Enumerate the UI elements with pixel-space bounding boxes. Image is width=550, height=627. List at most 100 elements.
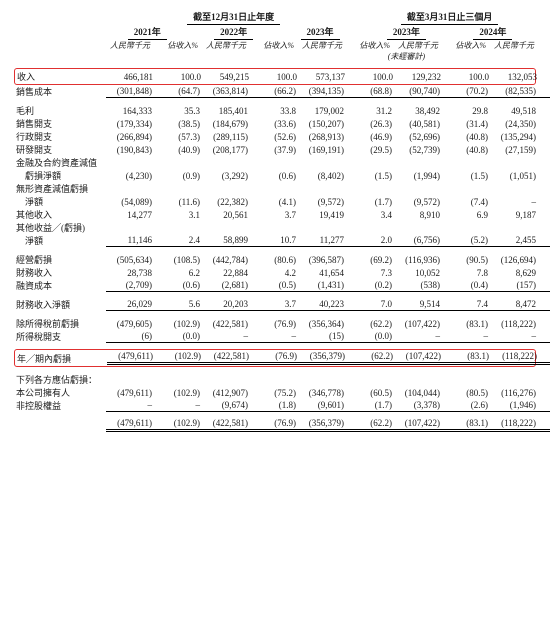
cell-4-1: (38.5) xyxy=(154,119,202,129)
cell-8-1: (0.9) xyxy=(154,171,202,181)
cell-30-4: (356,379) xyxy=(298,418,346,432)
sub-amt-1: 人民幣千元 xyxy=(200,40,248,51)
cell-21-0: (479,605) xyxy=(106,319,154,329)
cell-0-4: 573,137 xyxy=(299,72,347,82)
cell-30-6: (107,422) xyxy=(394,418,442,432)
sub-amt-2: 人民幣千元 xyxy=(296,40,344,51)
cell-5-8: (135,294) xyxy=(490,132,538,142)
row-22: 所得稅開支(6)(0.0)––(15)(0.0)–––– xyxy=(14,330,536,343)
cell-24-8: (118,222) xyxy=(491,351,539,365)
row-label-19: 財務收入淨額 xyxy=(14,298,106,311)
cell-15-0: (505,634) xyxy=(106,255,154,265)
cell-0-3: 100.0 xyxy=(251,72,299,82)
cell-6-8: (27,159) xyxy=(490,145,538,155)
row-6: 研發開支(190,843)(40.9)(208,177)(37.9)(169,1… xyxy=(14,143,536,156)
cell-22-3: – xyxy=(250,331,298,343)
sub-pct-0: 佔收入% xyxy=(152,40,200,51)
row-label-5: 行政開支 xyxy=(14,130,106,143)
cell-11-3: 3.7 xyxy=(250,210,298,220)
cell-27-1: (102.9) xyxy=(154,388,202,398)
cell-30-2: (422,581) xyxy=(202,418,250,432)
row-21: 除所得稅前虧損(479,605)(102.9)(422,581)(76.9)(3… xyxy=(14,317,536,330)
row-30: (479,611)(102.9)(422,581)(76.9)(356,379)… xyxy=(14,418,536,432)
cell-15-5: (69.2) xyxy=(346,255,394,265)
cell-6-5: (29.5) xyxy=(346,145,394,155)
period-a-label: 截至12月31日止年度 xyxy=(187,10,280,25)
cell-27-7: (80.5) xyxy=(442,388,490,398)
cell-28-9: (1.5) xyxy=(538,400,550,412)
row-1: 銷售成本(301,848)(64.7)(363,814)(66.2)(394,1… xyxy=(14,85,536,98)
cell-13-9: 1.9 xyxy=(538,235,550,247)
cell-17-4: (1,431) xyxy=(298,280,346,292)
row-11: 其他收入14,2773.120,5613.719,4193.48,9106.99… xyxy=(14,208,536,221)
cell-16-8: 8,629 xyxy=(490,268,538,278)
cell-24-2: (422,581) xyxy=(203,351,251,365)
cell-24-3: (76.9) xyxy=(251,351,299,365)
cell-0-5: 100.0 xyxy=(347,72,395,82)
sub-amt-0: 人民幣千元 xyxy=(104,40,152,51)
cell-16-5: 7.3 xyxy=(346,268,394,278)
cell-24-7: (83.1) xyxy=(443,351,491,365)
cell-6-7: (40.8) xyxy=(442,145,490,155)
cell-22-7: – xyxy=(442,331,490,343)
cell-3-4: 179,002 xyxy=(298,106,346,116)
cell-5-5: (46.9) xyxy=(346,132,394,142)
cell-17-6: (538) xyxy=(394,280,442,292)
row-label-3: 毛利 xyxy=(14,104,106,117)
cell-28-4: (9,601) xyxy=(298,400,346,412)
cell-17-5: (0.2) xyxy=(346,280,394,292)
cell-21-2: (422,581) xyxy=(202,319,250,329)
cell-30-0: (479,611) xyxy=(106,418,154,432)
cell-22-6: – xyxy=(394,331,442,343)
cell-4-3: (33.6) xyxy=(250,119,298,129)
cell-13-8: 2,455 xyxy=(490,235,538,247)
cell-1-7: (70.2) xyxy=(442,86,490,98)
cell-19-5: 7.0 xyxy=(346,299,394,311)
cell-16-6: 10,052 xyxy=(394,268,442,278)
cell-8-7: (1.5) xyxy=(442,171,490,181)
cell-10-7: (7.4) xyxy=(442,197,490,207)
cell-8-9: (0.8) xyxy=(538,171,550,181)
row-5: 行政開支(266,894)(57.3)(289,115)(52.6)(268,9… xyxy=(14,130,536,143)
cell-11-2: 20,561 xyxy=(202,210,250,220)
cell-6-0: (190,843) xyxy=(106,145,154,155)
cell-22-4: (15) xyxy=(298,331,346,343)
cell-16-9: 6.5 xyxy=(538,268,550,278)
cell-19-4: 40,223 xyxy=(298,299,346,311)
cell-5-7: (40.8) xyxy=(442,132,490,142)
cell-15-1: (108.5) xyxy=(154,255,202,265)
cell-30-3: (76.9) xyxy=(250,418,298,432)
row-28: 非控股權益––(9,674)(1.8)(9,601)(1.7)(3,378)(2… xyxy=(14,399,536,412)
cell-13-3: 10.7 xyxy=(250,235,298,247)
year-3: 2023年 xyxy=(387,25,426,40)
cell-21-1: (102.9) xyxy=(154,319,202,329)
cell-10-5: (1.7) xyxy=(346,197,394,207)
cell-10-9: – xyxy=(538,197,550,207)
cell-21-4: (356,364) xyxy=(298,319,346,329)
cell-4-5: (26.3) xyxy=(346,119,394,129)
cell-27-0: (479,611) xyxy=(106,388,154,398)
row-24: 年╱期內虧損(479,611)(102.9)(422,581)(76.9)(35… xyxy=(14,349,536,367)
cell-6-3: (37.9) xyxy=(250,145,298,155)
cell-11-8: 9,187 xyxy=(490,210,538,220)
cell-10-2: (22,382) xyxy=(202,197,250,207)
row-17: 融資成本(2,709)(0.6)(2,681)(0.5)(1,431)(0.2)… xyxy=(14,279,536,292)
cell-0-1: 100.0 xyxy=(155,72,203,82)
row-label-16: 財務收入 xyxy=(14,266,106,279)
cell-4-0: (179,334) xyxy=(106,119,154,129)
cell-28-3: (1.8) xyxy=(250,400,298,412)
row-13: 淨額11,1462.458,89910.711,2772.0(6,756)(5.… xyxy=(14,234,536,247)
cell-22-9: – xyxy=(538,331,550,343)
cell-6-4: (169,191) xyxy=(298,145,346,155)
cell-21-6: (107,422) xyxy=(394,319,442,329)
row-label-0: 收入 xyxy=(15,70,107,83)
cell-1-6: (90,740) xyxy=(394,86,442,98)
row-label-9: 無形資產減值虧損 xyxy=(14,182,106,195)
cell-22-1: (0.0) xyxy=(154,331,202,343)
cell-13-4: 11,277 xyxy=(298,235,346,247)
cell-1-5: (68.8) xyxy=(346,86,394,98)
cell-8-6: (1,994) xyxy=(394,171,442,181)
cell-28-0: – xyxy=(106,400,154,412)
cell-27-4: (346,778) xyxy=(298,388,346,398)
cell-16-4: 41,654 xyxy=(298,268,346,278)
